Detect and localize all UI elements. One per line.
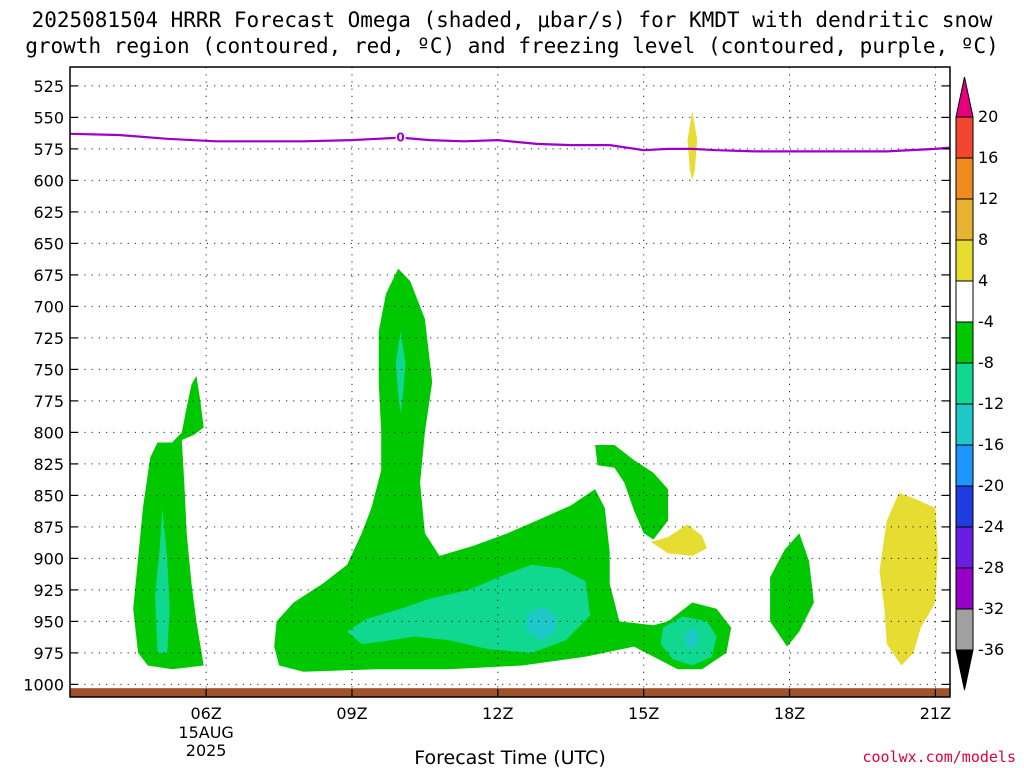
- colorbar-level-label: -16: [978, 435, 1004, 454]
- colorbar-box: [955, 321, 974, 364]
- colorbar-level-label: -20: [978, 476, 1004, 495]
- y-tick-label: 600: [33, 171, 64, 190]
- y-tick-label: 575: [33, 140, 64, 159]
- y-tick-label: 700: [33, 297, 64, 316]
- x-tick-label: 12Z: [482, 704, 513, 723]
- colorbar-level-label: -24: [978, 517, 1004, 536]
- y-tick-label: 900: [33, 549, 64, 568]
- omega-region-2: [274, 268, 732, 672]
- freezing-level-line: [70, 132, 950, 153]
- colorbar-box: [955, 526, 974, 569]
- freezing-level-layer: 0: [70, 130, 950, 153]
- y-tick-label: 925: [33, 581, 64, 600]
- date-label-line: 2025: [186, 741, 227, 760]
- chart-title-line-2: growth region (contoured, red, ºC) and f…: [25, 34, 999, 58]
- y-tick-label: 650: [33, 234, 64, 253]
- y-tick-label: 950: [33, 612, 64, 631]
- colorbar-box: [955, 362, 974, 405]
- x-tick-label: 18Z: [774, 704, 805, 723]
- y-tick-label: 825: [33, 455, 64, 474]
- omega-region-12: [395, 331, 406, 414]
- colorbar-level-label: -4: [978, 312, 994, 331]
- omega-region-4: [527, 606, 557, 641]
- colorbar-box: [955, 403, 974, 446]
- date-label-line: 15AUG: [178, 723, 233, 742]
- plot-frame: [69, 66, 951, 698]
- colorbar-box: [955, 444, 974, 487]
- gridlines-layer: [70, 67, 950, 697]
- colorbar-box: [955, 567, 974, 610]
- y-tick-label: 625: [33, 203, 64, 222]
- colorbar-level-label: 20: [978, 107, 998, 126]
- y-tick-label: 800: [33, 423, 64, 442]
- colorbar-level-label: -8: [978, 353, 994, 372]
- colorbar-level-label: 12: [978, 189, 998, 208]
- omega-region-0: [133, 375, 204, 670]
- colorbar-top-arrow: [955, 76, 974, 118]
- colorbar-level-label: -36: [978, 640, 1004, 659]
- colorbar-level-label: 4: [978, 271, 988, 290]
- y-tick-label: 850: [33, 486, 64, 505]
- y-tick-label: 750: [33, 360, 64, 379]
- y-axis-layer: 525 550 575 600 625 650 675 700 725 750 775 800 825 8…: [23, 77, 950, 694]
- colorbar-level-label: 8: [978, 230, 988, 249]
- y-tick-label: 550: [33, 108, 64, 127]
- y-tick-label: 775: [33, 392, 64, 411]
- freezing-level-label: 0: [396, 131, 404, 145]
- y-tick-label: 725: [33, 329, 64, 348]
- credit-text: coolwx.com/models: [862, 748, 1016, 766]
- colorbar-level-label: -12: [978, 394, 1004, 413]
- colorbar-box: [955, 157, 974, 200]
- colorbar-bottom-arrow: [955, 649, 974, 691]
- colorbar-level-label: -28: [978, 558, 1004, 577]
- y-tick-label: 875: [33, 518, 64, 537]
- colorbar-box: [955, 116, 974, 159]
- chart-title-line-1: 2025081504 HRRR Forecast Omega (shaded, …: [31, 8, 993, 32]
- omega-region-8: [770, 533, 814, 647]
- colorbar-box: [955, 198, 974, 241]
- colorbar-box: [955, 280, 974, 323]
- y-tick-label: 675: [33, 266, 64, 285]
- y-tick-label: 1000: [23, 675, 64, 694]
- omega-region-9: [879, 492, 938, 666]
- colorbar-level-label: 16: [978, 148, 998, 167]
- omega-region-5: [595, 445, 668, 540]
- x-tick-label: 06Z: [190, 704, 221, 723]
- omega-region-10: [651, 524, 707, 556]
- omega-shading-layer: [133, 111, 938, 672]
- omega-region-7: [685, 627, 700, 650]
- x-tick-label: 09Z: [336, 704, 367, 723]
- x-tick-label: 21Z: [920, 704, 951, 723]
- y-tick-label: 975: [33, 644, 64, 663]
- colorbar-level-label: -32: [978, 599, 1004, 618]
- terrain-layer: [70, 688, 950, 697]
- x-axis-label: Forecast Time (UTC): [414, 747, 605, 768]
- colorbar-box: [955, 239, 974, 282]
- colorbar-box: [955, 608, 974, 651]
- colorbar-box: [955, 485, 974, 528]
- x-tick-label: 15Z: [628, 704, 659, 723]
- y-tick-label: 525: [33, 77, 64, 96]
- terrain-band: [70, 688, 950, 697]
- colorbar-layer: 20 16 12 8 4 -4 -8 -12 -16 -20 -24 -28 -32 -36: [955, 76, 1004, 691]
- omega-region-1: [155, 508, 170, 653]
- omega-region-11: [687, 111, 698, 181]
- freezing-level-label-bg: [395, 130, 406, 144]
